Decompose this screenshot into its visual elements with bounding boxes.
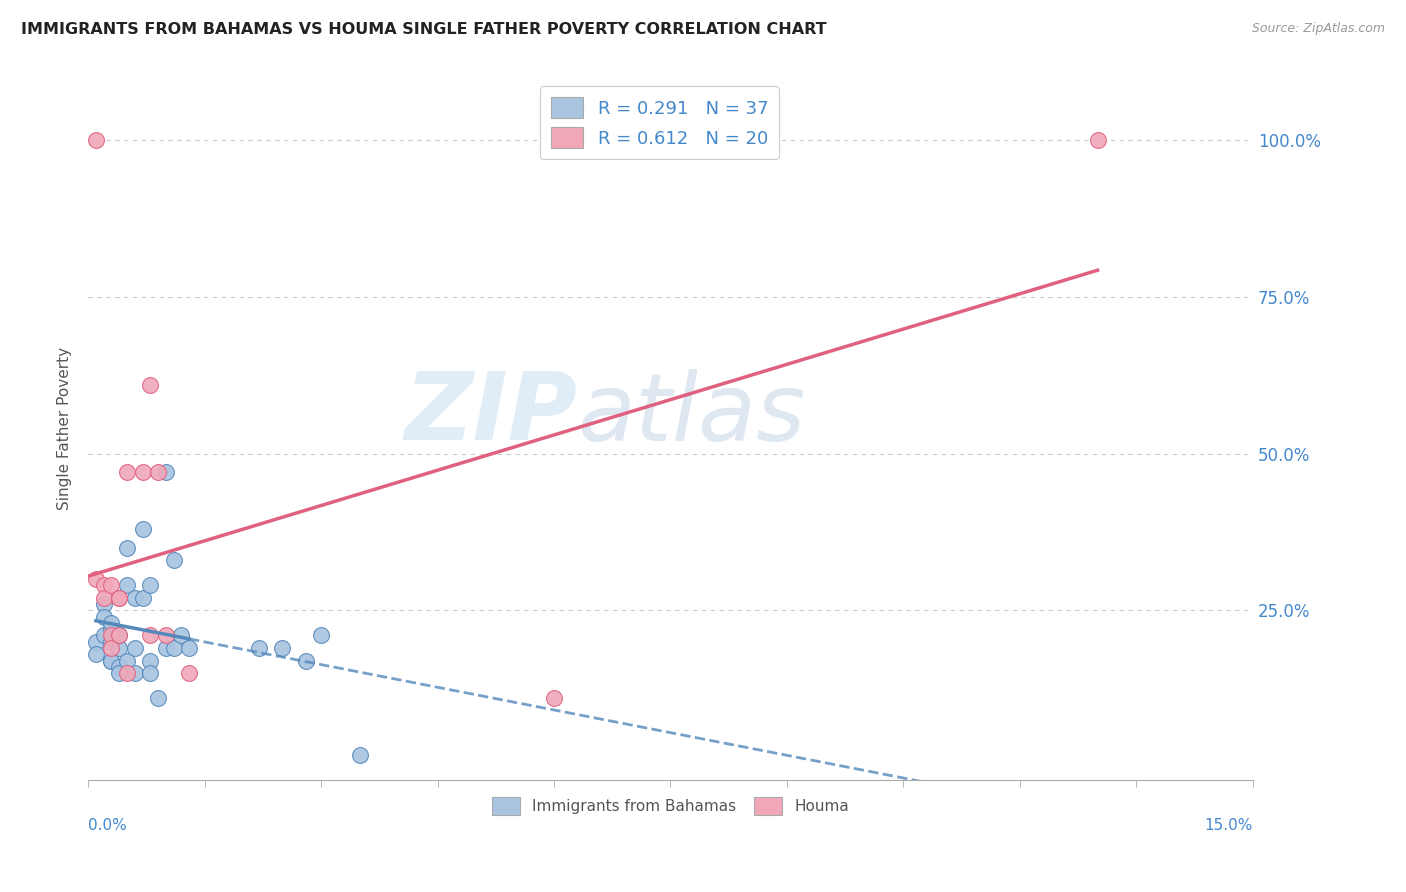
- Point: [177, 666, 200, 681]
- Point: [100, 615, 122, 630]
- Point: [146, 691, 169, 706]
- Point: [139, 377, 162, 392]
- Point: [124, 640, 146, 655]
- Point: [93, 628, 115, 642]
- Point: [108, 628, 131, 642]
- Point: [100, 628, 122, 642]
- Point: [108, 660, 131, 674]
- Point: [170, 628, 193, 642]
- Point: [162, 553, 184, 567]
- Point: [124, 666, 146, 681]
- Point: [131, 591, 153, 605]
- Point: [100, 653, 122, 667]
- Point: [139, 653, 162, 667]
- Text: Source: ZipAtlas.com: Source: ZipAtlas.com: [1251, 22, 1385, 36]
- Text: atlas: atlas: [578, 369, 806, 460]
- Point: [108, 640, 131, 655]
- Point: [177, 640, 200, 655]
- Point: [84, 634, 107, 648]
- Point: [124, 591, 146, 605]
- Text: IMMIGRANTS FROM BAHAMAS VS HOUMA SINGLE FATHER POVERTY CORRELATION CHART: IMMIGRANTS FROM BAHAMAS VS HOUMA SINGLE …: [21, 22, 827, 37]
- Point: [84, 133, 107, 147]
- Point: [349, 747, 371, 762]
- Point: [271, 640, 294, 655]
- Point: [100, 634, 122, 648]
- Point: [84, 572, 107, 586]
- Y-axis label: Single Father Poverty: Single Father Poverty: [58, 347, 72, 510]
- Point: [115, 466, 138, 480]
- Point: [93, 591, 115, 605]
- Point: [155, 628, 177, 642]
- Point: [139, 628, 162, 642]
- Point: [93, 578, 115, 592]
- Point: [1087, 133, 1109, 147]
- Point: [93, 609, 115, 624]
- Text: 0.0%: 0.0%: [89, 818, 127, 833]
- Point: [93, 597, 115, 611]
- Legend: Immigrants from Bahamas, Houma: Immigrants from Bahamas, Houma: [486, 791, 855, 822]
- Point: [108, 628, 131, 642]
- Point: [84, 647, 107, 661]
- Text: ZIP: ZIP: [405, 368, 578, 460]
- Point: [115, 666, 138, 681]
- Point: [115, 653, 138, 667]
- Point: [108, 666, 131, 681]
- Point: [155, 640, 177, 655]
- Point: [162, 640, 184, 655]
- Point: [100, 640, 122, 655]
- Point: [139, 666, 162, 681]
- Point: [100, 622, 122, 636]
- Point: [139, 578, 162, 592]
- Point: [146, 466, 169, 480]
- Point: [108, 591, 131, 605]
- Point: [100, 578, 122, 592]
- Point: [543, 691, 565, 706]
- Point: [115, 578, 138, 592]
- Point: [115, 541, 138, 555]
- Point: [155, 466, 177, 480]
- Point: [247, 640, 270, 655]
- Point: [131, 522, 153, 536]
- Point: [100, 653, 122, 667]
- Point: [294, 653, 316, 667]
- Point: [108, 591, 131, 605]
- Text: 15.0%: 15.0%: [1205, 818, 1253, 833]
- Point: [131, 466, 153, 480]
- Point: [309, 628, 332, 642]
